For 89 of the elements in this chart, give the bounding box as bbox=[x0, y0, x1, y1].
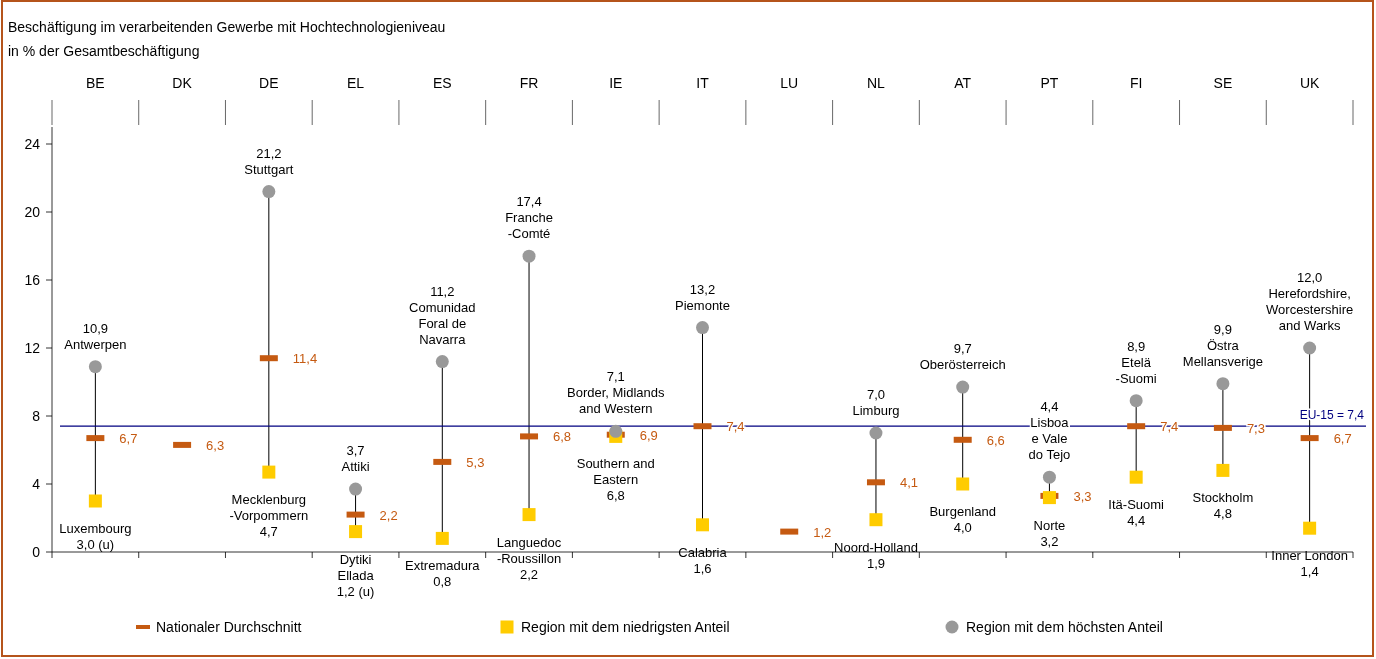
y-tick-label: 0 bbox=[32, 544, 41, 560]
x-tick-label: UK bbox=[1299, 75, 1321, 91]
data-label: 11,2 Comunidad Foral de Navarra bbox=[409, 283, 476, 347]
x-tick-label: IT bbox=[696, 75, 710, 91]
data-label: 6,7 bbox=[1333, 431, 1352, 447]
data-label: 7,1 Border, Midlands and Western bbox=[566, 369, 666, 417]
point bbox=[88, 360, 102, 374]
point bbox=[435, 531, 449, 545]
data-label: 1,2 bbox=[813, 524, 832, 540]
y-tick-label: 20 bbox=[24, 204, 41, 220]
data-label: 3,7 Attiki bbox=[341, 443, 370, 475]
data-label: 9,9 Östra Mellansverige bbox=[1182, 321, 1263, 369]
data-label: 6,6 bbox=[986, 432, 1005, 448]
data-label: Luxembourg 3,0 (u) bbox=[59, 521, 132, 552]
data-label: Norte 3,2 bbox=[1033, 517, 1066, 549]
point bbox=[1042, 491, 1056, 505]
data-label: 6,3 bbox=[206, 437, 225, 453]
legend-label: Region mit dem höchsten Anteil bbox=[966, 619, 1163, 635]
point bbox=[1129, 470, 1143, 484]
data-label: 11,4 bbox=[292, 351, 318, 367]
legend-label: Nationaler Durchschnitt bbox=[156, 619, 302, 635]
data-label: 21,2 Stuttgart bbox=[244, 145, 294, 177]
x-tick-label: IE bbox=[609, 75, 623, 91]
x-tick-label: DE bbox=[259, 75, 279, 91]
y-tick-label: 4 bbox=[32, 476, 41, 492]
point bbox=[435, 355, 449, 369]
y-tick-label: 8 bbox=[32, 408, 41, 424]
data-label: 6,7 bbox=[119, 431, 138, 447]
point bbox=[1129, 394, 1143, 408]
data-label: Burgenland 4,0 bbox=[929, 504, 996, 535]
x-tick-label: ES bbox=[432, 75, 452, 91]
data-label: 5,3 bbox=[466, 454, 485, 470]
data-label: 13,2 Piemonte bbox=[675, 281, 730, 313]
data-label: Calabria 1,6 bbox=[678, 544, 728, 576]
x-tick-label: FR bbox=[519, 75, 539, 91]
point bbox=[522, 508, 536, 522]
point bbox=[1216, 463, 1230, 477]
x-tick-label: NL bbox=[867, 75, 886, 91]
x-tick-label: DK bbox=[172, 75, 193, 91]
y-tick-label: 12 bbox=[24, 340, 41, 356]
point bbox=[956, 477, 970, 491]
point bbox=[349, 482, 363, 496]
data-label: 7,0 Limburg bbox=[852, 387, 900, 418]
data-label: 8,9 Etelä -Suomi bbox=[1115, 338, 1157, 386]
y-tick-label: 24 bbox=[24, 136, 41, 152]
chart-title: Beschäftigung im verarbeitenden Gewerbe mit Hochtechnologieniveau bbox=[8, 19, 446, 35]
point bbox=[956, 380, 970, 394]
chart-subtitle: in % der Gesamtbeschäftigung bbox=[8, 43, 200, 59]
x-tick-label: EL bbox=[347, 75, 365, 91]
data-label: Inner London 1,4 bbox=[1271, 548, 1348, 580]
point bbox=[88, 494, 102, 508]
point bbox=[869, 513, 883, 527]
data-label: 10,9 Antwerpen bbox=[64, 320, 127, 352]
y-tick-label: 16 bbox=[24, 272, 41, 288]
point bbox=[1303, 521, 1317, 535]
data-label: Itä-Suomi 4,4 bbox=[1108, 497, 1165, 529]
data-label: Southern and Eastern 6,8 bbox=[576, 456, 655, 504]
point bbox=[696, 518, 709, 532]
data-label: Extremadura 0,8 bbox=[405, 558, 481, 590]
data-label: 4,1 bbox=[899, 475, 919, 491]
point bbox=[522, 249, 536, 263]
x-tick-label: FI bbox=[1129, 75, 1143, 91]
data-label: 6,9 bbox=[639, 427, 658, 443]
point bbox=[349, 525, 363, 539]
x-tick-label: LU bbox=[780, 75, 799, 91]
data-label: Dytiki Ellada 1,2 (u) bbox=[336, 551, 375, 599]
point bbox=[869, 426, 883, 440]
x-tick-label: BE bbox=[86, 75, 105, 91]
data-label: 17,4 Franche -Comté bbox=[505, 194, 553, 242]
data-label: 9,7 Oberösterreich bbox=[919, 341, 1006, 373]
point bbox=[1042, 470, 1056, 484]
point bbox=[696, 321, 709, 335]
point bbox=[1303, 341, 1317, 355]
data-label: Stockholm 4,8 bbox=[1192, 490, 1254, 522]
legend-label: Region mit dem niedrigsten Anteil bbox=[521, 619, 730, 635]
x-tick-label: PT bbox=[1040, 75, 1059, 91]
data-label: 3,3 bbox=[1073, 488, 1092, 504]
x-tick-label: AT bbox=[954, 75, 972, 91]
point bbox=[609, 424, 623, 438]
point bbox=[262, 185, 276, 199]
data-label: Mecklenburg -Vorpommern 4,7 bbox=[229, 492, 309, 540]
data-label: Noord-Holland 1,9 bbox=[834, 539, 918, 571]
data-label: 6,8 bbox=[553, 429, 572, 445]
data-label: Languedoc -Roussillon 2,2 bbox=[496, 534, 562, 582]
point bbox=[262, 465, 276, 479]
x-tick-label: SE bbox=[1213, 75, 1233, 91]
data-label: 12,0 Herefordshire, Worcestershire and Warks bbox=[1266, 270, 1354, 333]
point bbox=[1216, 377, 1230, 391]
data-label: 2,2 bbox=[379, 507, 398, 523]
